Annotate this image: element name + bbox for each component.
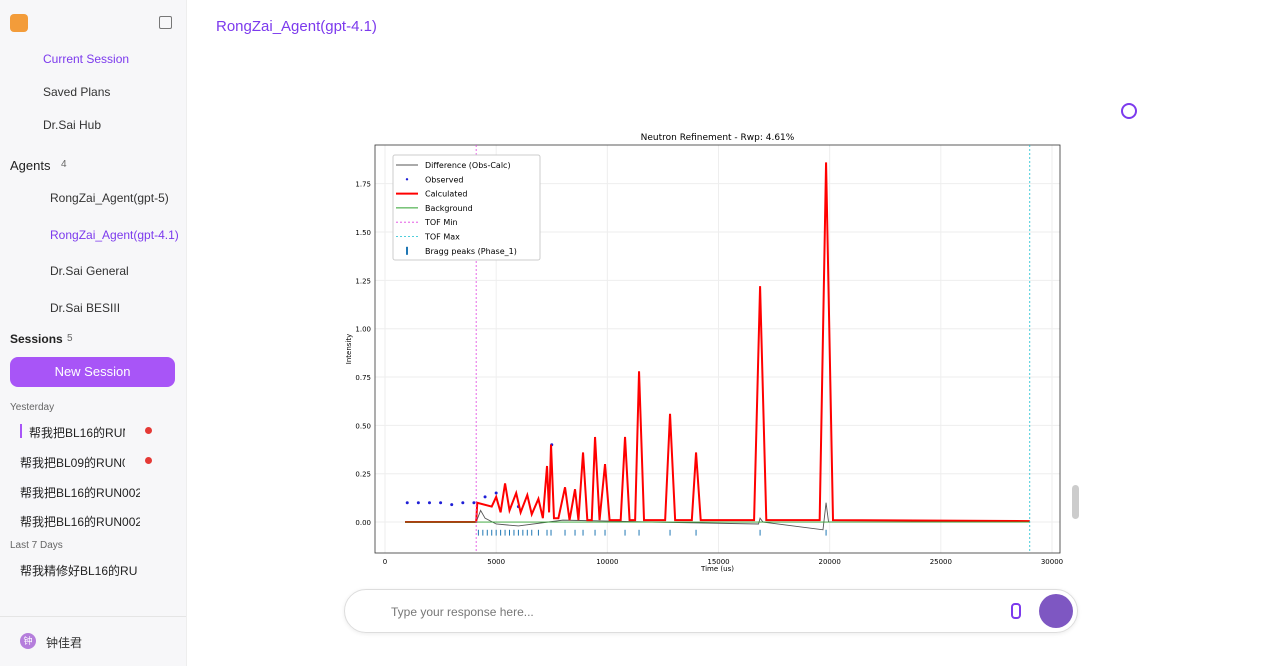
observed-point (427, 501, 431, 505)
input-box[interactable]: Type your response here... (344, 589, 1078, 633)
y-axis-label: Intensity (345, 334, 353, 364)
avatar[interactable]: 钟 (20, 633, 36, 649)
series-line (475, 502, 1030, 531)
y-tick-label: 0.75 (355, 374, 371, 382)
chart-title: Neutron Refinement - Rwp: 4.61% (641, 133, 795, 143)
mic-button[interactable] (1011, 603, 1021, 619)
legend-swatch (406, 246, 408, 255)
session-item[interactable]: 帮我把BL16的RUN002 (20, 486, 140, 500)
x-tick-label: 25000 (930, 558, 952, 566)
y-tick-label: 1.75 (355, 181, 371, 189)
y-tick-label: 1.25 (355, 277, 371, 285)
active-indicator (20, 424, 22, 438)
count: 4 (61, 159, 67, 170)
observed-point (405, 501, 409, 505)
section-title: Agents (10, 158, 51, 173)
nav-item[interactable]: Dr.Sai Hub (43, 118, 102, 132)
y-tick-label: 1.50 (355, 229, 371, 237)
x-axis-label: Time (us) (700, 565, 734, 573)
input-placeholder: Type your response here... (391, 605, 534, 619)
x-tick-label: 5000 (487, 558, 505, 566)
sidebar: Current Session Saved Plans Dr.Sai Hub A… (0, 0, 187, 666)
share-icon[interactable] (1121, 103, 1137, 119)
scrollbar (1072, 485, 1079, 519)
unread-dot (145, 457, 152, 464)
count: 5 (67, 333, 73, 344)
legend-label: Calculated (425, 190, 467, 199)
observed-point (494, 491, 498, 495)
group-label: Yesterday (10, 402, 55, 413)
unread-dot (145, 427, 152, 434)
nav-item[interactable]: Current Session (43, 52, 130, 66)
legend-label: TOF Min (424, 218, 458, 227)
observed-point (461, 501, 465, 505)
y-tick-label: 1.00 (355, 326, 371, 334)
x-tick-label: 10000 (596, 558, 618, 566)
x-tick-label: 0 (383, 558, 387, 566)
x-tick-label: 30000 (1041, 558, 1063, 566)
group-label: Last 7 Days (10, 540, 63, 551)
legend-label: Background (425, 204, 473, 213)
y-tick-label: 0.25 (355, 471, 371, 479)
agent-item[interactable]: RongZai_Agent(gpt-4.1) (50, 228, 179, 242)
legend-label: Difference (Obs-Calc) (425, 161, 511, 170)
legend-label: Observed (425, 175, 464, 184)
legend: Difference (Obs-Calc) Observed Calculated B… (392, 154, 541, 261)
collapse-button[interactable] (159, 16, 172, 29)
y-tick-label: 0.50 (355, 422, 371, 430)
logo (10, 14, 28, 32)
session-item[interactable]: 帮我把BL09的RUN0( (20, 456, 125, 470)
legend-swatch (405, 178, 409, 181)
section-title: Sessions (10, 332, 63, 346)
y-tick-label: 0.00 (355, 519, 371, 527)
refinement-plot: Neutron Refinement - Rwp: 4.61% 0.00 0.25 0… (330, 128, 1070, 573)
legend-label: TOF Max (424, 233, 460, 242)
session-item[interactable]: 帮我把BL16的RUN002 (20, 515, 140, 529)
observed-point (416, 501, 420, 505)
divider (0, 616, 186, 617)
user-name: 钟佳君 (46, 636, 83, 650)
observed-point (450, 503, 454, 507)
session-item[interactable]: 帮我把BL16的RUN( (29, 426, 125, 440)
nav-item[interactable]: Saved Plans (43, 85, 111, 99)
x-tick-label: 15000 (707, 558, 729, 566)
agent-item[interactable]: RongZai_Agent(gpt-5) (50, 191, 169, 205)
x-tick-label: 20000 (819, 558, 841, 566)
observed-point (439, 501, 443, 505)
agent-item[interactable]: Dr.Sai General (50, 264, 129, 278)
new-session-button[interactable]: New Session (10, 357, 175, 387)
legend-box (392, 154, 541, 261)
page-title: RongZai_Agent(gpt-4.1) (216, 18, 377, 35)
observed-point (472, 501, 476, 505)
plot-frame (374, 144, 1061, 554)
agent-item[interactable]: Dr.Sai BESIII (50, 301, 121, 315)
series-line (405, 162, 1030, 524)
legend-label: Bragg peaks (Phase_1) (425, 247, 517, 256)
send-button[interactable] (1039, 594, 1073, 628)
session-item[interactable]: 帮我精修好BL16的RUN (20, 564, 138, 578)
observed-point (483, 495, 487, 499)
